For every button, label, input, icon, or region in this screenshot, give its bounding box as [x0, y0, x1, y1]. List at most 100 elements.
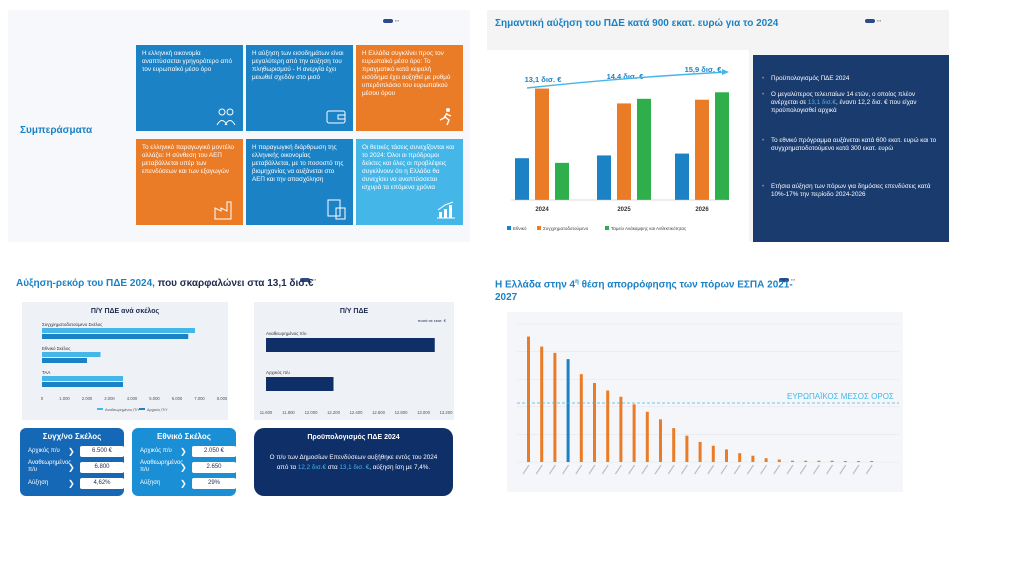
chart-title: Π/Υ ΠΔΕ: [340, 308, 369, 315]
pde-by-branch-chart: Π/Υ ΠΔΕ ανά σκέλος Συγχρηματοδοτούμενο Σκ…: [22, 302, 228, 420]
card-title: Συγχ/νο Σκέλος: [42, 432, 102, 441]
conclusion-tile-2: Η αύξηση των εισοδημάτων είναι μεγαλύτερ…: [246, 45, 353, 131]
bar-24: [843, 461, 847, 462]
x-tick-label: 4.000: [127, 396, 138, 401]
bar-10: [659, 419, 662, 462]
ministry-logo: ▪▪▪: [300, 271, 316, 282]
x-tick-label: [562, 464, 570, 475]
title-part-a: Αύξηση-ρεκόρ του ΠΔΕ 2024,: [16, 278, 155, 289]
conclusion-tile-4: Το ελληνικό παραγωγικό μοντέλο αλλάζει: …: [136, 139, 243, 225]
x-tick-label: 1.000: [59, 396, 70, 401]
budget-text-c: στα: [325, 464, 340, 471]
bar-2024-0: [515, 158, 529, 200]
bar-0: [527, 336, 530, 462]
row-label: Αρχικός π/υ: [28, 448, 60, 454]
chevron-right-icon: ❯: [68, 447, 75, 456]
row-label: Αύξηση: [28, 480, 49, 486]
bar-2024-1: [535, 88, 549, 200]
x-tick-label: [522, 464, 530, 475]
conclusion-tile-5: Η παραγωγική διάρθρωση της ελληνικής οικ…: [246, 139, 353, 225]
cofunded-card: Συγχ/νο Σκέλος Αρχικός π/υ ❯ 6.500 € Αναθε…: [20, 428, 124, 496]
x-tick-label: 12.400: [350, 410, 363, 415]
chevron-right-icon: ❯: [180, 447, 187, 456]
x-tick-label: 2.000: [82, 396, 93, 401]
x-tick-label: 12.000: [305, 410, 318, 415]
x-tick-label: 2026: [695, 207, 709, 213]
national-card: Εθνικό Σκέλος Αρχικός π/υ ❯ 2.050 € Αναθεω…: [132, 428, 236, 496]
bar-1-0: [42, 352, 101, 357]
bar-26: [870, 461, 874, 462]
x-tick-label: 5.000: [149, 396, 160, 401]
legend-label: Εθνικό: [513, 225, 527, 231]
row-value: 29%: [192, 478, 236, 489]
total-label: 14,4 δισ. €: [607, 72, 645, 81]
category-label: Αναθεωρημένος π/υ: [266, 330, 307, 336]
x-tick-label: [839, 464, 847, 475]
tile-text: Η ελληνική οικονομία αναπτύσσεται γρηγορ…: [142, 50, 232, 73]
panel-point-1-highlight: 13,1 δισ.€: [807, 99, 836, 106]
ministry-logo: ▪▪▪: [779, 271, 795, 282]
slide4-title: Η Ελλάδα στην 4η θέση απορρόφησης των πό…: [495, 276, 795, 304]
legend-swatch: [537, 226, 541, 230]
chevron-right-icon: ❯: [180, 479, 187, 488]
factory-icon: [214, 201, 232, 220]
x-tick-label: [760, 464, 768, 475]
chevron-right-icon: ❯: [68, 479, 75, 488]
bar-3: [566, 359, 570, 462]
legend-swatch: [507, 226, 511, 230]
category-label: ΤΑΑ: [42, 370, 50, 375]
bar-13: [698, 441, 702, 462]
bar-12: [685, 435, 689, 462]
bar-6: [606, 390, 610, 462]
x-tick-label: [575, 464, 583, 475]
people-gears-icon: [216, 108, 236, 126]
row-value: 4,62%: [80, 478, 124, 489]
row-value: 6.800: [80, 462, 124, 473]
pde-total-chart: Π/Υ ΠΔΕ ποσά σε εκατ. € Αναθεωρημένος π/υ Α…: [254, 302, 454, 420]
bar-2026-2: [715, 92, 729, 200]
x-tick-label: 13.000: [417, 410, 430, 415]
bar-5: [593, 382, 596, 462]
conclusion-tile-1: Η ελληνική οικονομία αναπτύσσεται γρηγορ…: [136, 45, 243, 131]
x-tick-label: [628, 464, 636, 475]
row-value: 6.500 €: [80, 446, 124, 457]
x-tick-label: 2024: [535, 207, 549, 213]
category-label: Συγχρηματοδοτούμενο Σκέλος: [42, 321, 103, 327]
x-tick-label: [601, 464, 609, 475]
card-row: Αναθεωρημένος π/υ ❯ 2.650: [140, 460, 236, 474]
card-row: Αναθεωρημένος π/υ ❯ 6.800: [28, 460, 124, 474]
row-label: Αναθεωρημένος π/υ: [28, 460, 72, 473]
bar-2-1: [42, 382, 123, 387]
title-superscript: η: [575, 279, 579, 285]
x-tick-label: [588, 464, 596, 475]
x-tick-label: [786, 464, 794, 475]
x-tick-label: [746, 464, 754, 475]
ministry-logo: ▪▪▪: [383, 12, 399, 23]
chart-title: Π/Υ ΠΔΕ ανά σκέλος: [91, 307, 160, 315]
panel-point-2: Το εθνικό πρόγραμμα αυξάνεται κατά 600 ε…: [762, 137, 939, 153]
bar-14: [711, 445, 715, 462]
legend-label: Ταμείο Ανάκαμψης και Ανθεκτικότητας: [611, 225, 687, 231]
panel-point-1-a: Ο μεγαλύτερος τελευταίων 14 ετών, ο οποί…: [771, 91, 916, 106]
wallet-icon: [326, 110, 346, 124]
budget-text-e: , αύξηση ίση με 7,4%.: [369, 464, 431, 471]
bar-19: [777, 459, 781, 462]
bar-2: [553, 352, 557, 462]
runner-icon: [439, 108, 452, 126]
card-row: Αρχικός π/υ ❯ 6.500 €: [28, 446, 124, 458]
conclusion-tile-6: Οι θετικές τάσεις συνεχίζονται και το 20…: [356, 139, 463, 225]
slide-pde-increase: ▪▪▪ Σημαντική αύξηση του ΠΔΕ κατά 900 εκ…: [487, 10, 949, 242]
total-label: 15,9 δισ. €: [685, 65, 723, 74]
x-tick-label: [548, 464, 556, 475]
bar-1: [540, 346, 544, 462]
title-part-b: που σκαρφαλώνει στα 13,1 δισ.€: [154, 278, 314, 289]
row-label: Αύξηση: [140, 480, 161, 486]
x-tick-label: [667, 464, 675, 475]
budget-text-d: 13,1 δισ. €: [339, 464, 370, 471]
espa-absorption-chart: ΕΥΡΩΠΑΪΚΟΣ ΜΕΣΟΣ ΟΡΟΣ: [507, 312, 903, 492]
x-tick-label: 6.000: [172, 396, 183, 401]
x-tick-label: [535, 464, 543, 475]
x-tick-label: 3.000: [104, 396, 115, 401]
x-tick-label: [733, 464, 741, 475]
bar-1-1: [42, 358, 87, 363]
